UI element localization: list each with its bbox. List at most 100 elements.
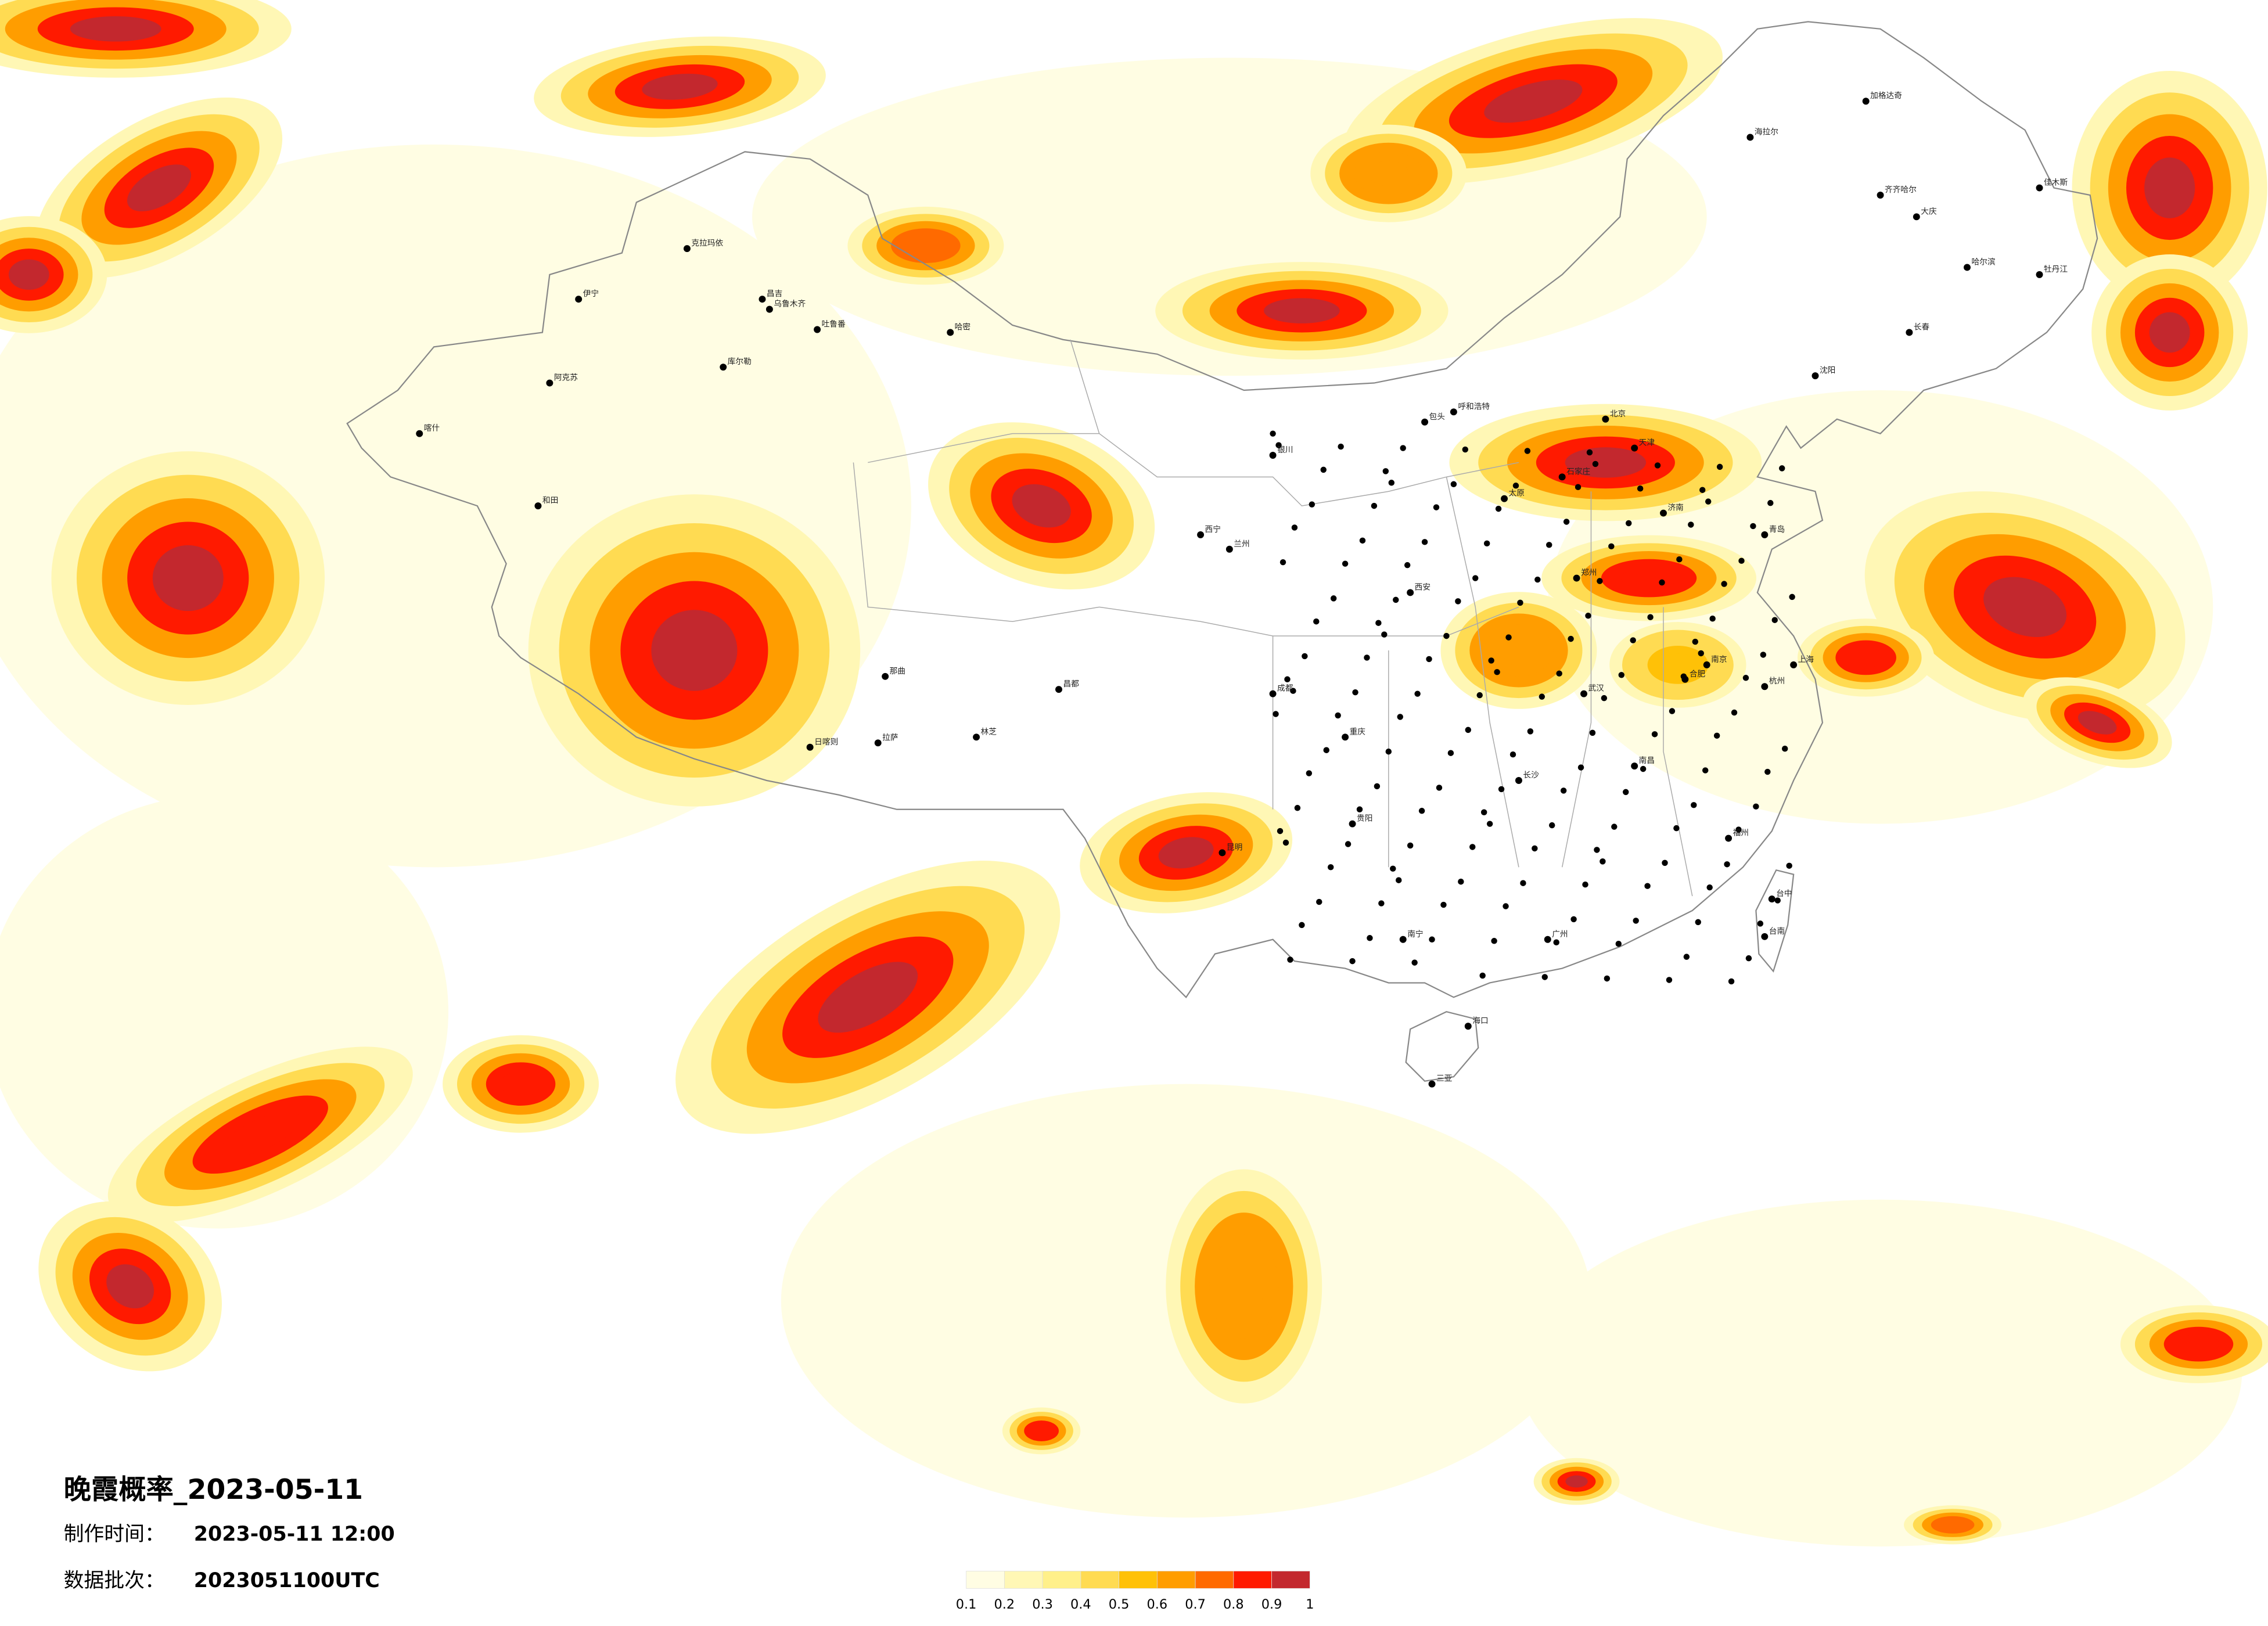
city-label: 海口 [1472, 1016, 1488, 1026]
city-dot [1573, 574, 1580, 582]
city-label: 成都 [1277, 684, 1293, 693]
station-dot [1623, 789, 1629, 796]
probability-area [1484, 80, 1583, 123]
mainland-border [346, 21, 2098, 999]
station-dot [1378, 900, 1385, 906]
station-dot [1666, 977, 1673, 983]
city-dot [759, 296, 766, 303]
station-dot [1553, 939, 1559, 945]
station-dot [1615, 941, 1622, 947]
city-label: 加格达奇 [1870, 91, 1902, 100]
city-label: 长春 [1914, 322, 1930, 332]
legend-tick-label: 0.3 [1032, 1597, 1053, 1612]
station-dot [1465, 726, 1472, 733]
station-dot [1359, 537, 1366, 544]
station-dot [1654, 462, 1661, 469]
city-label: 佳木斯 [2044, 178, 2068, 188]
station-dot [1549, 822, 1555, 829]
station-dot [1760, 652, 1767, 658]
station-dot [1273, 711, 1279, 717]
legend-swatch [1119, 1571, 1158, 1589]
station-dot [1407, 842, 1414, 849]
city-label: 长沙 [1523, 771, 1539, 780]
probability-area [1983, 577, 2067, 637]
city-dot [1877, 192, 1884, 199]
city-label: 西安 [1415, 582, 1430, 592]
city-dot [1964, 264, 1971, 271]
station-dot [1716, 463, 1723, 470]
probability-area [1565, 447, 1647, 478]
city-dot [1681, 675, 1689, 683]
city-dot [546, 379, 553, 387]
city-label: 日喀则 [814, 738, 838, 747]
city-label: 石家庄 [1566, 466, 1590, 476]
city-label: 重庆 [1350, 727, 1366, 736]
station-dot [1764, 768, 1771, 775]
legend-swatch [1271, 1571, 1310, 1589]
station-dot [1284, 676, 1291, 683]
info-value: 2023051100UTC [194, 1569, 380, 1592]
legend-tick-label: 0.2 [994, 1597, 1015, 1612]
station-dot [1505, 634, 1512, 641]
probability-area [905, 235, 946, 256]
china-outline [346, 21, 2098, 1082]
city-label: 拉萨 [882, 733, 898, 742]
probability-area [1565, 1475, 1588, 1488]
station-dot [1291, 524, 1298, 531]
station-dot [1750, 523, 1756, 530]
station-dot [1534, 576, 1541, 583]
station-dot [1313, 618, 1320, 625]
city-label: 福州 [1733, 829, 1749, 838]
station-dot [1781, 746, 1788, 752]
station-dot [1745, 955, 1752, 962]
station-dot [1560, 787, 1567, 794]
station-dot [1364, 654, 1370, 661]
probability-area [1498, 635, 1539, 666]
station-dot [1270, 430, 1276, 437]
station-dot [1520, 880, 1526, 886]
station-dot [1306, 770, 1313, 776]
probability-area [70, 16, 161, 42]
station-dot [1570, 916, 1577, 923]
station-dot [1455, 598, 1461, 605]
station-dot [1400, 445, 1406, 451]
city-dot [683, 245, 691, 253]
city-dot [1811, 372, 1819, 380]
city-dot [1349, 820, 1356, 828]
city-dot [1269, 690, 1277, 697]
station-dot [1771, 617, 1778, 623]
city-label: 克拉玛依 [691, 239, 723, 248]
province-border [853, 339, 1693, 897]
station-dot [1611, 823, 1618, 830]
city-label: 昆明 [1227, 843, 1242, 852]
city-label: 阿克苏 [554, 373, 578, 383]
station-dot [1472, 575, 1479, 581]
city-dot [1761, 531, 1769, 538]
station-dot [1630, 637, 1636, 643]
station-dot [1608, 543, 1615, 550]
station-dot [1698, 650, 1704, 657]
probability-area [1660, 653, 1696, 677]
station-dot [1512, 483, 1519, 489]
map-title: 晚霞概率_2023-05-11 [64, 1474, 364, 1506]
station-dot [1396, 877, 1402, 883]
station-dot [1491, 938, 1497, 944]
station-dot [1604, 975, 1611, 982]
station-dot [1738, 557, 1745, 564]
city-dot [2036, 271, 2043, 278]
city-dot [1746, 134, 1754, 141]
city-label: 哈密 [955, 322, 971, 332]
info-value: 2023-05-11 12:00 [194, 1523, 395, 1546]
station-dot [1494, 669, 1500, 675]
city-label: 呼和浩特 [1458, 402, 1490, 411]
station-dot [1589, 729, 1596, 736]
station-dot [1582, 881, 1588, 888]
station-dot [1342, 560, 1349, 567]
city-label: 吐鲁番 [822, 319, 846, 329]
city-label: 天津 [1639, 438, 1655, 448]
city-label: 和田 [542, 496, 558, 505]
city-label: 台中 [1776, 889, 1792, 898]
station-dot [1586, 449, 1593, 456]
city-dot [1399, 936, 1407, 943]
